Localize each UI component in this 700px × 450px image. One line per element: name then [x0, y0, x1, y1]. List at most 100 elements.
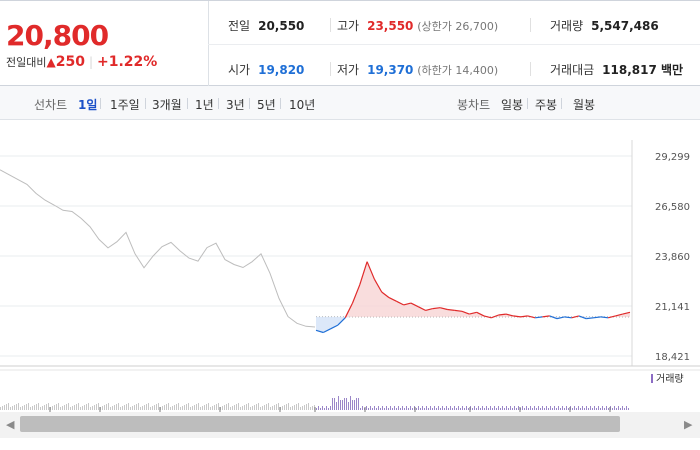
volume-bar	[6, 404, 7, 410]
scroll-thumb[interactable]	[20, 416, 620, 432]
tab-period-3y[interactable]: 3년	[226, 98, 245, 112]
volume-bar	[292, 406, 293, 410]
volume-bar	[74, 405, 75, 410]
price-segment	[483, 315, 492, 319]
volume-bar	[122, 406, 123, 410]
volume-bar	[196, 404, 197, 410]
volume-bar	[284, 405, 285, 410]
volume-bar	[68, 403, 69, 410]
volume-bar	[92, 406, 93, 410]
volume-bar	[288, 403, 289, 410]
volume-bar	[588, 408, 589, 410]
volume-bar	[144, 405, 145, 410]
volume-bar	[266, 404, 267, 410]
volume-bar	[424, 408, 425, 410]
divider	[218, 98, 219, 109]
volume-bar	[500, 408, 501, 410]
stat-amount-value: 118,817 백만	[602, 63, 684, 77]
volume-bar	[518, 406, 519, 410]
volume-bar	[82, 406, 83, 410]
price-segment	[491, 314, 499, 319]
tab-candle-daily[interactable]: 일봉	[501, 98, 524, 112]
volume-bar	[246, 404, 247, 410]
volume-bar	[576, 408, 577, 410]
volume-bar	[552, 408, 553, 410]
volume-bar	[384, 408, 385, 410]
tab-period-5y[interactable]: 5년	[257, 98, 276, 112]
volume-bar	[90, 407, 91, 410]
volume-bar	[392, 408, 393, 410]
volume-bar	[166, 404, 167, 410]
volume-bar	[328, 408, 329, 410]
volume-bar	[282, 406, 283, 410]
volume-bar	[48, 403, 49, 410]
volume-bar	[440, 408, 441, 410]
tab-period-1w[interactable]: 1주일	[110, 98, 140, 112]
volume-bar	[538, 406, 539, 410]
tab-candle-chart[interactable]: 봉차트	[457, 98, 491, 112]
volume-bar	[46, 404, 47, 410]
stat-low-label: 저가	[337, 63, 360, 77]
price-chart[interactable]: 29,299 26,580 23,860 21,141 18,421 거래량	[0, 120, 700, 420]
volume-bar	[356, 398, 357, 410]
volume-bar	[614, 406, 615, 410]
volume-bar	[452, 408, 453, 410]
volume-bar	[486, 406, 487, 410]
chart-scrollbar[interactable]: ◀ ▶	[0, 412, 700, 438]
up-area	[316, 261, 630, 317]
volume-panel	[0, 369, 700, 412]
volume-bar	[132, 406, 133, 410]
up-arrow-icon: ▲	[46, 55, 56, 69]
volume-bar	[20, 407, 21, 410]
tab-period-1y[interactable]: 1년	[195, 98, 214, 112]
divider	[530, 18, 531, 32]
volume-bar	[264, 405, 265, 410]
price-segment	[593, 316, 601, 319]
volume-bar	[126, 404, 127, 410]
price-segment	[439, 307, 448, 311]
y-tick-label: 26,580	[655, 202, 690, 213]
divider	[530, 62, 531, 76]
volume-bar	[158, 403, 159, 410]
volume-bar	[598, 406, 599, 410]
volume-bar	[178, 403, 179, 410]
volume-bar	[118, 403, 119, 410]
volume-bar	[428, 408, 429, 410]
scroll-right-icon[interactable]: ▶	[684, 418, 693, 431]
volume-bar	[148, 403, 149, 410]
tab-candle-weekly[interactable]: 주봉	[535, 98, 558, 112]
volume-bar	[338, 396, 339, 410]
volume-bar	[578, 406, 579, 410]
scroll-left-icon[interactable]: ◀	[6, 418, 15, 431]
volume-bar	[308, 403, 309, 410]
change-line: 전일대비▲250 | +1.22%	[6, 54, 157, 70]
volume-bar	[172, 406, 173, 410]
volume-bar	[528, 408, 529, 410]
price-segment	[351, 284, 361, 304]
volume-bar	[586, 406, 587, 410]
price-segment	[447, 308, 455, 311]
volume-bar	[592, 408, 593, 410]
volume-bar	[556, 408, 557, 410]
y-tick-label: 29,299	[655, 152, 690, 163]
volume-bar	[496, 408, 497, 410]
volume-bar	[232, 406, 233, 410]
volume-bar	[362, 406, 363, 410]
volume-bar	[52, 406, 53, 410]
y-tick-label: 21,141	[655, 302, 690, 313]
volume-bar	[302, 406, 303, 410]
tab-period-3m[interactable]: 3개월	[152, 98, 182, 112]
volume-bar	[198, 403, 199, 410]
volume-bar	[522, 406, 523, 410]
volume-bar	[98, 403, 99, 410]
tab-period-1d[interactable]: 1일	[78, 98, 98, 112]
volume-bar	[4, 405, 5, 410]
price-segment	[461, 310, 470, 315]
tab-line-chart[interactable]: 선차트	[34, 98, 68, 112]
tab-candle-monthly[interactable]: 월봉	[573, 98, 596, 112]
tab-period-10y[interactable]: 10년	[289, 98, 316, 112]
volume-bar	[436, 408, 437, 410]
y-tick-label: 18,421	[655, 352, 690, 363]
volume-bar	[444, 408, 445, 410]
price-segment	[425, 308, 433, 311]
